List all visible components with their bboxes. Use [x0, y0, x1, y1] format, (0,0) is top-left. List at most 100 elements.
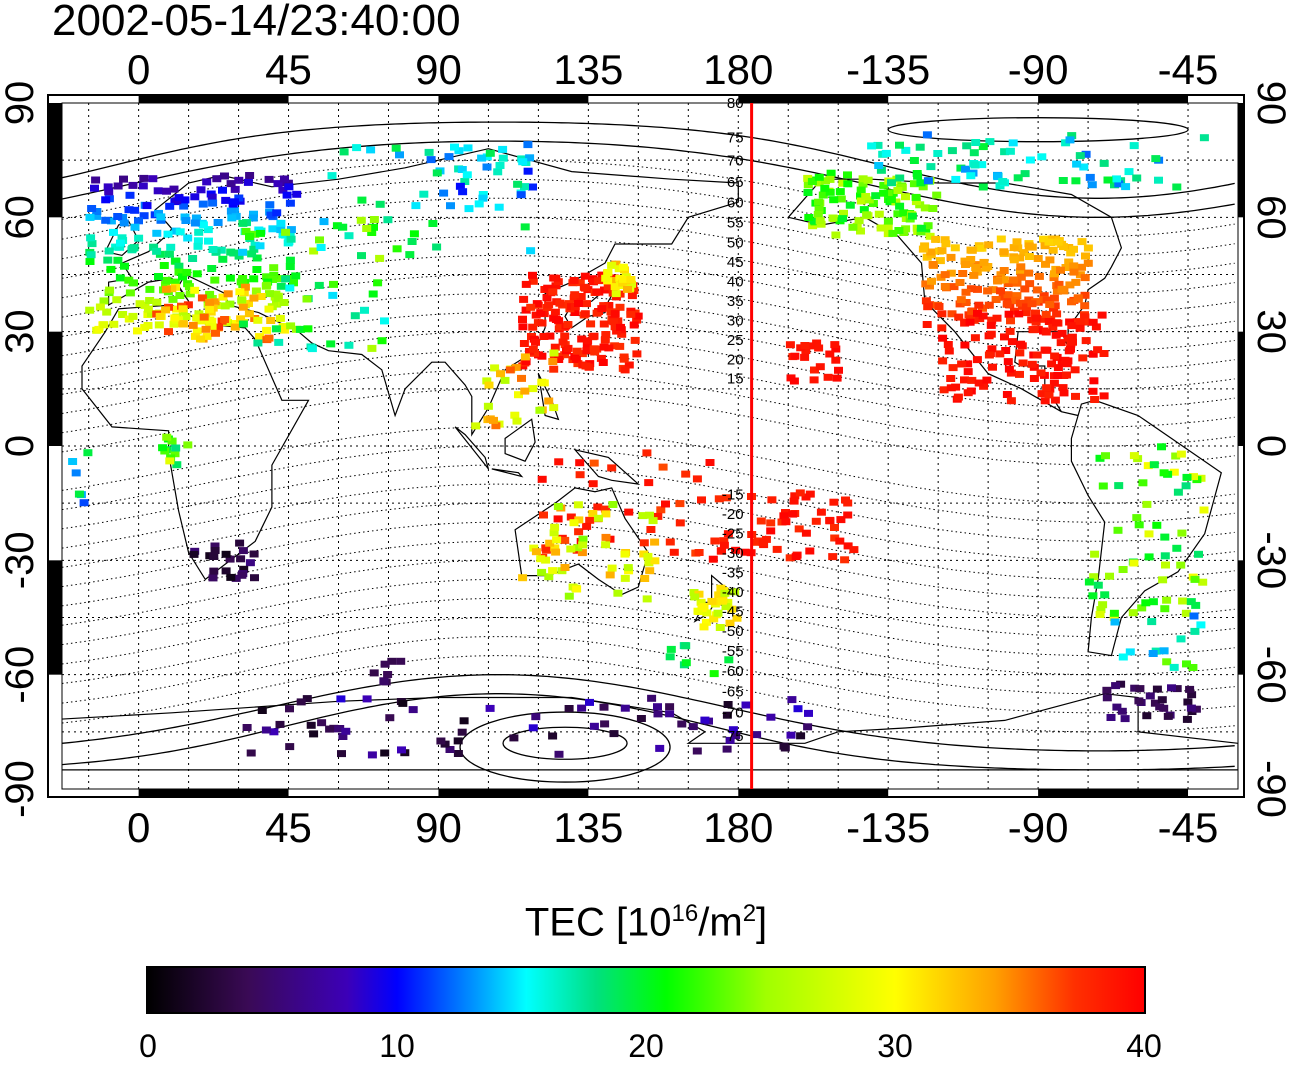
tec-point [1078, 354, 1088, 362]
coastline [504, 418, 536, 462]
tec-point [1020, 285, 1030, 293]
tec-point [1187, 691, 1197, 699]
tec-point [496, 370, 505, 378]
tec-point [789, 497, 799, 505]
tec-point [570, 309, 580, 316]
tec-point [520, 387, 530, 395]
frame-band-right [1238, 103, 1244, 218]
tec-point [518, 323, 528, 331]
tec-point [689, 589, 699, 596]
tec-point [620, 574, 630, 582]
tec-point [1160, 605, 1170, 613]
tec-point [1198, 578, 1208, 586]
mag-lat-label: -45 [722, 603, 744, 620]
mag-lat-label: 15 [727, 371, 744, 388]
tec-point [252, 254, 262, 262]
tec-point [1149, 461, 1159, 469]
tec-point [344, 341, 354, 349]
tec-point [549, 529, 559, 537]
tec-point [830, 534, 840, 542]
tec-point [253, 339, 263, 347]
tec-point [1090, 550, 1100, 558]
tec-point [1083, 244, 1093, 252]
tec-point [630, 336, 640, 344]
tec-point [164, 328, 173, 336]
tec-point [921, 280, 931, 288]
tec-point [714, 591, 724, 599]
tec-point [221, 550, 231, 558]
tec-point [913, 172, 923, 180]
tec-point [112, 296, 122, 304]
tec-point [818, 191, 828, 199]
tec-point [918, 245, 928, 253]
tec-point [161, 285, 171, 293]
tec-point [843, 171, 852, 179]
tec-point [1062, 371, 1071, 379]
tec-point [285, 256, 295, 264]
tec-point [577, 704, 587, 712]
tec-point [181, 313, 191, 321]
tec-point [849, 546, 859, 554]
tec-point [931, 235, 941, 243]
tec-point [845, 201, 855, 209]
tec-point [648, 517, 658, 525]
tec-point [1002, 300, 1012, 308]
tec-point [198, 221, 208, 229]
tec-point [854, 217, 864, 225]
tec-point [103, 256, 113, 264]
tec-point [1044, 391, 1054, 399]
tec-point [937, 310, 947, 318]
tec-point [984, 351, 994, 359]
magnetic-latitude-labels: 80 75 70 65 60 55 50 45 40 35 30 25 20 15 -15 -20 -25 -30… [722, 95, 744, 745]
tec-point [1167, 684, 1176, 692]
tec-point [922, 321, 932, 328]
tec-point [785, 554, 795, 562]
tec-point [1049, 274, 1059, 282]
tec-point [523, 167, 533, 175]
tec-point [993, 173, 1003, 181]
tec-point [560, 536, 570, 544]
tec-point [182, 268, 192, 276]
tec-point [238, 248, 248, 256]
tec-point [1015, 254, 1025, 262]
tec-point [494, 203, 504, 211]
tec-point [960, 319, 970, 327]
tec-point [1006, 397, 1016, 405]
tec-point [553, 515, 563, 523]
tec-point [1052, 319, 1061, 327]
tec-point [558, 338, 568, 346]
tec-point [1137, 604, 1147, 612]
tec-point [338, 223, 348, 231]
tec-point [255, 333, 265, 341]
tec-point [236, 555, 246, 563]
lat-tick-right: -90 [1249, 760, 1292, 818]
tec-point [539, 511, 548, 519]
mag-lat-label: -25 [722, 525, 744, 542]
tec-point [85, 213, 95, 221]
tec-point [275, 314, 285, 322]
tec-point [978, 143, 988, 151]
tec-point [1053, 372, 1063, 379]
tec-point [1103, 176, 1113, 184]
tec-point [766, 519, 776, 527]
lon-tick-top: -90 [1008, 46, 1069, 93]
tec-point [829, 196, 839, 204]
tec-point [296, 698, 306, 706]
tec-point [291, 272, 301, 280]
lon-tick-top: -135 [846, 46, 930, 93]
tec-point [1024, 242, 1034, 250]
tec-point [543, 284, 553, 292]
coastline [454, 426, 489, 470]
tec-point [1129, 142, 1139, 150]
tec-point [262, 326, 272, 334]
tec-point [163, 230, 173, 238]
mag-lat-contour [62, 121, 1235, 199]
tec-point [234, 194, 244, 202]
tec-point [996, 271, 1006, 279]
tec-point [594, 277, 604, 285]
tec-point [115, 243, 125, 251]
tec-point [923, 222, 933, 230]
tec-point [377, 337, 387, 345]
tec-point [610, 342, 620, 350]
tec-point [306, 721, 316, 729]
